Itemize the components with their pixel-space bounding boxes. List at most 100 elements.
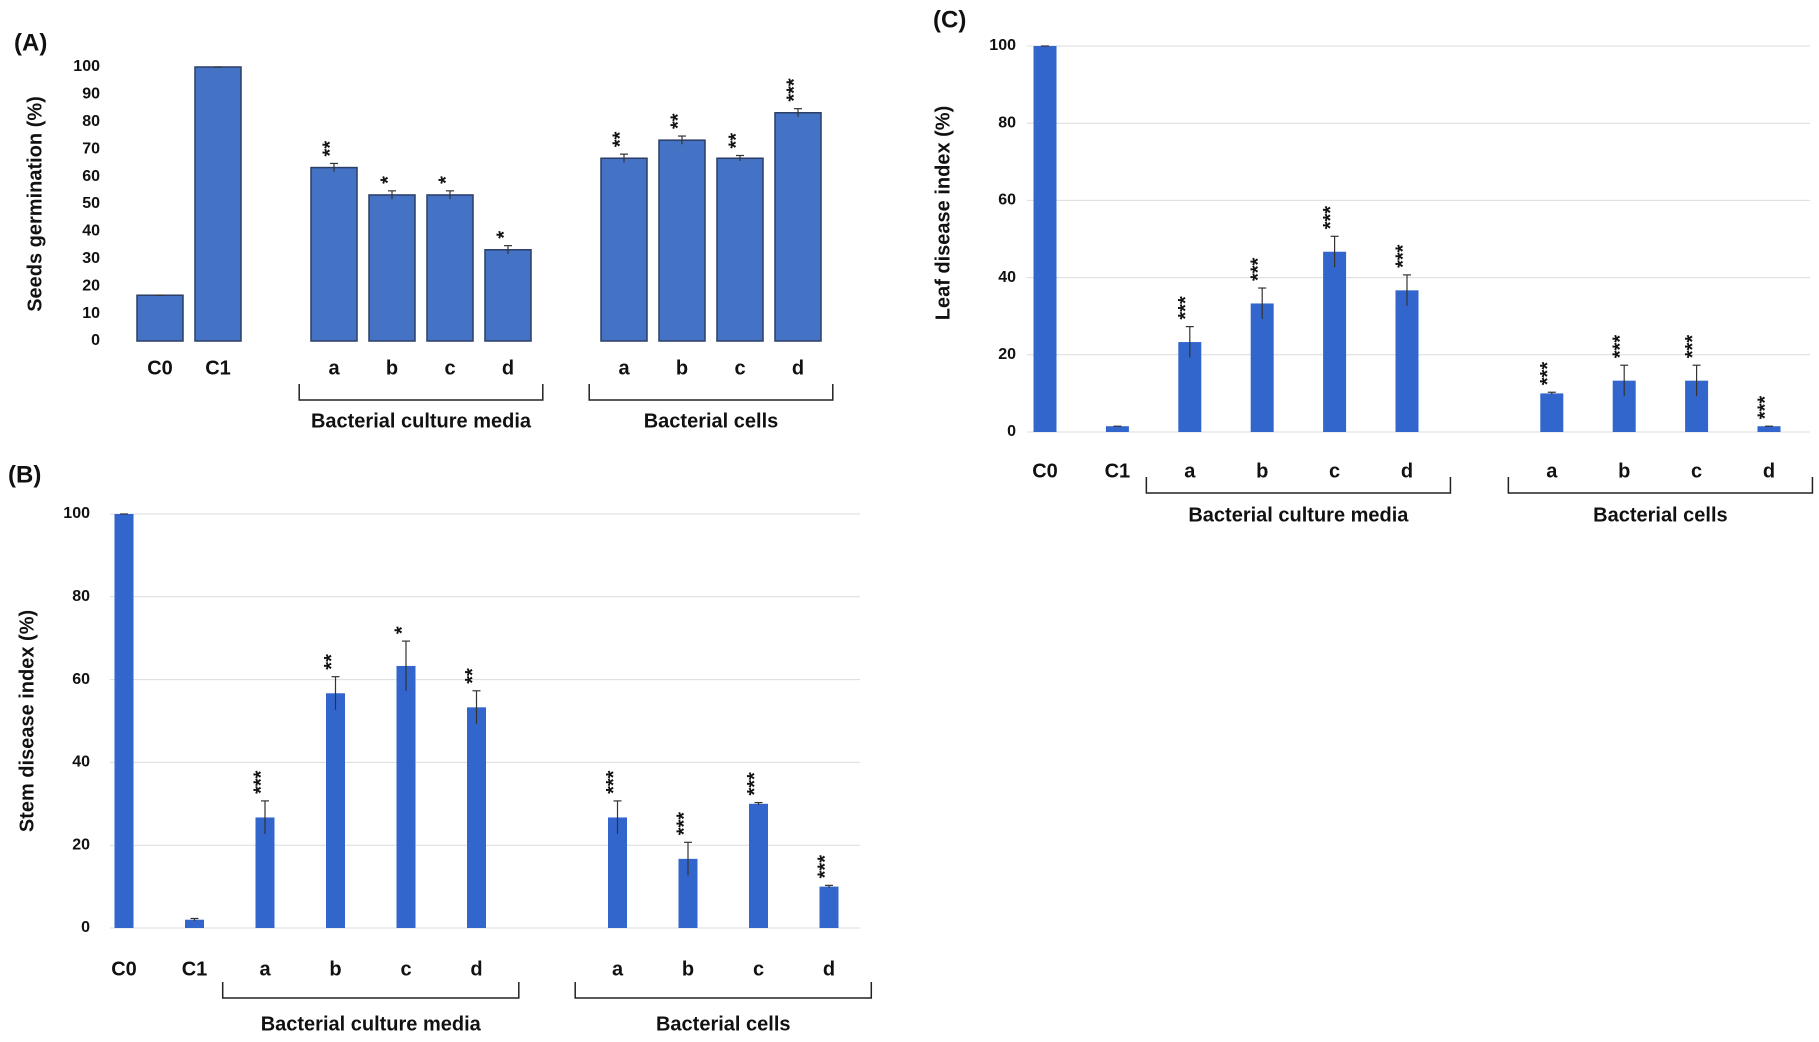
group-bracket xyxy=(221,982,520,999)
y-axis-label: Seeds germination (%) xyxy=(24,96,46,312)
panel-label: (A) xyxy=(14,29,47,56)
y-tick-label: 60 xyxy=(998,192,1016,209)
significance-label: *** xyxy=(1609,335,1631,359)
bar xyxy=(1540,393,1564,432)
y-tick-label: 40 xyxy=(72,754,90,771)
bar xyxy=(194,66,242,342)
bar xyxy=(255,817,275,928)
bar xyxy=(716,157,764,342)
x-tick-label: a xyxy=(328,357,340,379)
y-axis-label: Stem disease index (%) xyxy=(16,610,38,832)
x-tick-label: d xyxy=(1763,460,1775,482)
bar xyxy=(1612,380,1636,432)
bar xyxy=(1757,426,1781,432)
x-tick-label: c xyxy=(734,357,745,379)
group-label: Bacterial cells xyxy=(1593,504,1728,526)
x-tick-label: C1 xyxy=(1105,460,1131,482)
bar xyxy=(819,886,839,928)
group-bracket xyxy=(298,384,544,401)
significance-label: * xyxy=(377,176,399,184)
y-tick-label: 0 xyxy=(91,332,100,349)
x-tick-label: b xyxy=(1256,460,1268,482)
x-tick-label: b xyxy=(386,357,398,379)
bar xyxy=(600,157,648,342)
significance-label: *** xyxy=(1320,206,1342,230)
significance-label: ** xyxy=(725,133,747,149)
significance-label: *** xyxy=(673,812,695,836)
group-bracket xyxy=(1145,477,1452,494)
y-tick-label: 30 xyxy=(82,250,100,267)
y-tick-label: 100 xyxy=(989,37,1016,54)
y-tick-label: 10 xyxy=(82,305,100,322)
significance-label: *** xyxy=(1392,244,1414,268)
x-tick-label: a xyxy=(259,958,271,980)
group-bracket xyxy=(588,384,834,401)
significance-label: *** xyxy=(814,855,836,879)
bar xyxy=(310,166,358,342)
x-tick-label: C0 xyxy=(111,958,137,980)
y-tick-label: 50 xyxy=(82,195,100,212)
x-tick-label: a xyxy=(1184,460,1196,482)
y-tick-label: 100 xyxy=(73,58,100,75)
y-tick-label: 0 xyxy=(81,919,90,936)
significance-label: ** xyxy=(319,141,341,157)
x-tick-label: a xyxy=(618,357,630,379)
x-tick-label: d xyxy=(792,357,804,379)
significance-label: * xyxy=(391,626,413,634)
significance-label: ** xyxy=(462,668,484,684)
x-tick-label: a xyxy=(612,958,624,980)
x-tick-label: c xyxy=(753,958,764,980)
x-tick-label: C1 xyxy=(205,357,231,379)
significance-label: *** xyxy=(744,772,766,796)
panel-label: (C) xyxy=(933,6,966,33)
y-tick-label: 40 xyxy=(82,223,100,240)
y-axis-label: Leaf disease index (%) xyxy=(932,106,954,321)
bar xyxy=(1105,426,1129,432)
bar xyxy=(136,294,184,342)
x-tick-label: c xyxy=(444,357,455,379)
group-label: Bacterial cells xyxy=(656,1013,791,1035)
y-tick-label: 100 xyxy=(63,505,90,522)
y-tick-label: 60 xyxy=(72,671,90,688)
bar xyxy=(1250,303,1274,432)
group-bracket xyxy=(574,982,873,999)
bar xyxy=(396,665,416,928)
bar xyxy=(426,194,474,342)
x-tick-label: a xyxy=(1546,460,1558,482)
bar xyxy=(749,803,768,928)
x-tick-label: d xyxy=(502,357,514,379)
significance-label: *** xyxy=(1537,362,1559,386)
bar xyxy=(326,693,345,928)
significance-label: *** xyxy=(1175,296,1197,320)
bar xyxy=(467,707,486,928)
significance-label: ** xyxy=(667,113,689,129)
y-tick-label: 80 xyxy=(72,588,90,605)
group-label: Bacterial cells xyxy=(644,410,779,432)
y-tick-label: 0 xyxy=(1007,423,1016,440)
y-tick-label: 20 xyxy=(82,277,100,294)
x-tick-label: b xyxy=(682,958,694,980)
significance-label: *** xyxy=(250,770,272,794)
panel-label: (B) xyxy=(8,461,41,488)
group-bracket xyxy=(1507,477,1814,494)
significance-label: *** xyxy=(1682,335,1704,359)
group-label: Bacterial culture media xyxy=(311,410,532,432)
bar xyxy=(1033,46,1057,432)
significance-label: * xyxy=(493,231,515,239)
bar xyxy=(608,817,627,928)
y-tick-label: 80 xyxy=(82,113,100,130)
x-tick-label: b xyxy=(1618,460,1630,482)
bar xyxy=(774,112,822,342)
significance-label: * xyxy=(435,176,457,184)
bar xyxy=(484,249,532,342)
y-tick-label: 40 xyxy=(998,269,1016,286)
group-label: Bacterial culture media xyxy=(1188,504,1409,526)
bar xyxy=(1395,290,1419,432)
y-tick-label: 20 xyxy=(998,346,1016,363)
significance-label: ** xyxy=(609,131,631,147)
x-tick-label: b xyxy=(329,958,341,980)
x-tick-label: d xyxy=(823,958,835,980)
significance-label: *** xyxy=(603,770,625,794)
y-tick-label: 90 xyxy=(82,86,100,103)
